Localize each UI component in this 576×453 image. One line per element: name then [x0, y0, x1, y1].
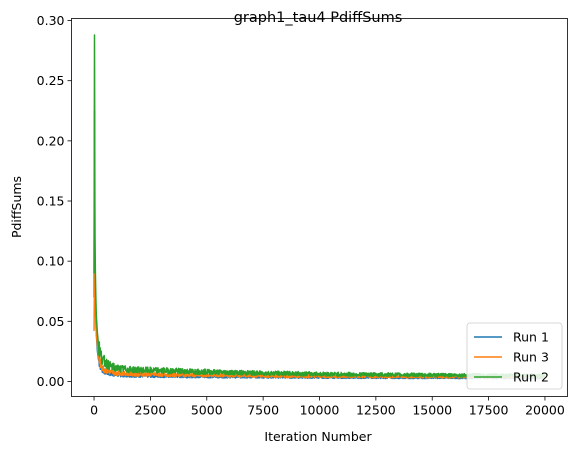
- chart-title: graph1_tau4 PdiffSums: [234, 10, 403, 26]
- y-tick-label: 0.10: [37, 254, 65, 269]
- y-tick-label: 0.05: [37, 314, 65, 329]
- y-tick-label: 0.00: [37, 374, 65, 389]
- y-tick-label: 0.20: [37, 133, 65, 148]
- y-tick-label: 0.15: [37, 194, 65, 209]
- legend-label-run-3: Run 3: [513, 350, 549, 365]
- legend: Run 1 Run 3 Run 2: [466, 322, 563, 390]
- y-axis-label: PdiffSums: [9, 176, 24, 238]
- x-tick-label: 15000: [412, 403, 452, 418]
- y-axis-ticks: 0.00 0.05 0.10 0.15 0.20 0.25 0.30: [37, 13, 72, 389]
- x-axis-ticks: 0 2500 5000 7500 10000 12500 15000 17500 20000: [90, 396, 565, 418]
- x-tick-label: 0: [90, 403, 98, 418]
- legend-box: [466, 322, 563, 390]
- x-tick-label: 5000: [191, 403, 223, 418]
- y-tick-label: 0.30: [37, 13, 65, 28]
- x-tick-label: 12500: [356, 403, 396, 418]
- x-tick-label: 7500: [247, 403, 279, 418]
- x-tick-label: 2500: [135, 403, 167, 418]
- legend-label-run-2: Run 2: [513, 370, 549, 385]
- legend-label-run-1: Run 1: [513, 330, 549, 345]
- x-axis-label: Iteration Number: [264, 429, 372, 444]
- y-tick-label: 0.25: [37, 73, 65, 88]
- x-tick-label: 20000: [525, 403, 565, 418]
- x-tick-label: 17500: [469, 403, 509, 418]
- x-tick-label: 10000: [300, 403, 340, 418]
